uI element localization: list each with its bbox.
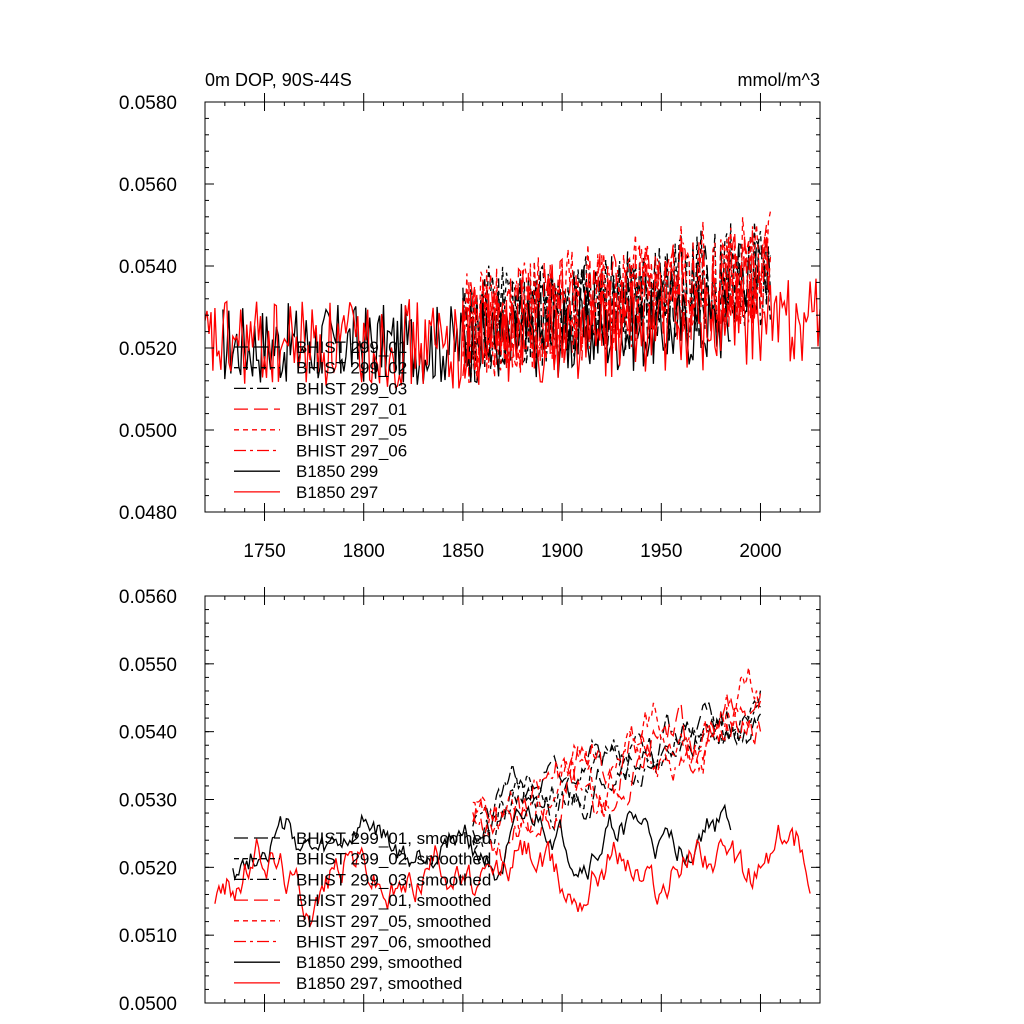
- series-line-7: [232, 803, 732, 881]
- legend-label-7: B1850 299, smoothed: [296, 953, 462, 972]
- x-tick-label: 1800: [343, 541, 385, 562]
- series-line-7: [222, 289, 731, 385]
- plot-frame: [204, 101, 821, 513]
- y-tick-label: 0.0560: [119, 175, 177, 196]
- top-chart-units: mmol/m^3: [738, 70, 820, 90]
- chart-panel-bottom: 0.0500 0.0510 0.0520 0.0530 0.0540 0.0550 0.05…: [119, 587, 821, 1015]
- y-tick-label: 0.0580: [119, 93, 177, 114]
- legend-label-4: BHIST 297_01: [296, 400, 407, 419]
- series-line-8: [214, 824, 811, 928]
- y-tick-label: 0.0530: [119, 791, 177, 812]
- legend-label-8: B1850 297: [296, 483, 378, 502]
- x-tick-label: 1950: [640, 541, 682, 562]
- legend-label-8: B1850 297, smoothed: [296, 974, 462, 993]
- y-tick-label: 0.0520: [119, 339, 177, 360]
- y-tick-label: 0.0550: [119, 655, 177, 676]
- series-lines: [214, 667, 811, 928]
- series-lines: [205, 211, 820, 389]
- legend-label-2: BHIST 299_02: [296, 359, 407, 378]
- legend-label-1: BHIST 299_01: [296, 338, 407, 357]
- legend-label-3: BHIST 299_03: [296, 379, 407, 398]
- x-tick-label: 1850: [442, 541, 484, 562]
- y-tick-label: 0.0520: [119, 858, 177, 879]
- series-line-4: [472, 698, 762, 838]
- legend-label-6: BHIST 297_06, smoothed: [296, 933, 491, 952]
- x-tick-label: 2000: [739, 541, 781, 562]
- y-tick-label: 0.0500: [119, 994, 177, 1015]
- legend-label-4: BHIST 297_01, smoothed: [296, 891, 491, 910]
- series-line-5: [472, 667, 762, 834]
- legend-label-1: BHIST 299_01, smoothed: [296, 829, 491, 848]
- series-line-2: [472, 690, 762, 852]
- legend-label-7: B1850 299: [296, 462, 378, 481]
- legend-label-6: BHIST 297_06: [296, 442, 407, 461]
- legend: BHIST 299_01, smoothed BHIST 299_02, smoo…: [234, 829, 491, 993]
- y-tick-label: 0.0510: [119, 926, 177, 947]
- y-tick-label: 0.0480: [119, 503, 177, 524]
- legend-label-5: BHIST 297_05, smoothed: [296, 912, 491, 931]
- series-line-8: [205, 277, 820, 389]
- x-tick-label: 1750: [243, 541, 285, 562]
- legend-label-2: BHIST 299_02, smoothed: [296, 850, 491, 869]
- x-tick-label: 1900: [541, 541, 583, 562]
- y-tick-label: 0.0540: [119, 257, 177, 278]
- y-tick-label: 0.0500: [119, 421, 177, 442]
- legend-label-3: BHIST 299_03, smoothed: [296, 870, 491, 889]
- legend-label-5: BHIST 297_05: [296, 421, 407, 440]
- top-chart-title: 0m DOP, 90S-44S: [205, 70, 352, 90]
- series-line-3: [472, 704, 761, 832]
- y-tick-label: 0.0540: [119, 723, 177, 744]
- series-line-6: [472, 693, 762, 867]
- y-tick-label: 0.0560: [119, 587, 177, 608]
- chart-panel-top: 0m DOP, 90S-44S mmol/m^3 0.0480 0.0500 0.0…: [119, 70, 821, 562]
